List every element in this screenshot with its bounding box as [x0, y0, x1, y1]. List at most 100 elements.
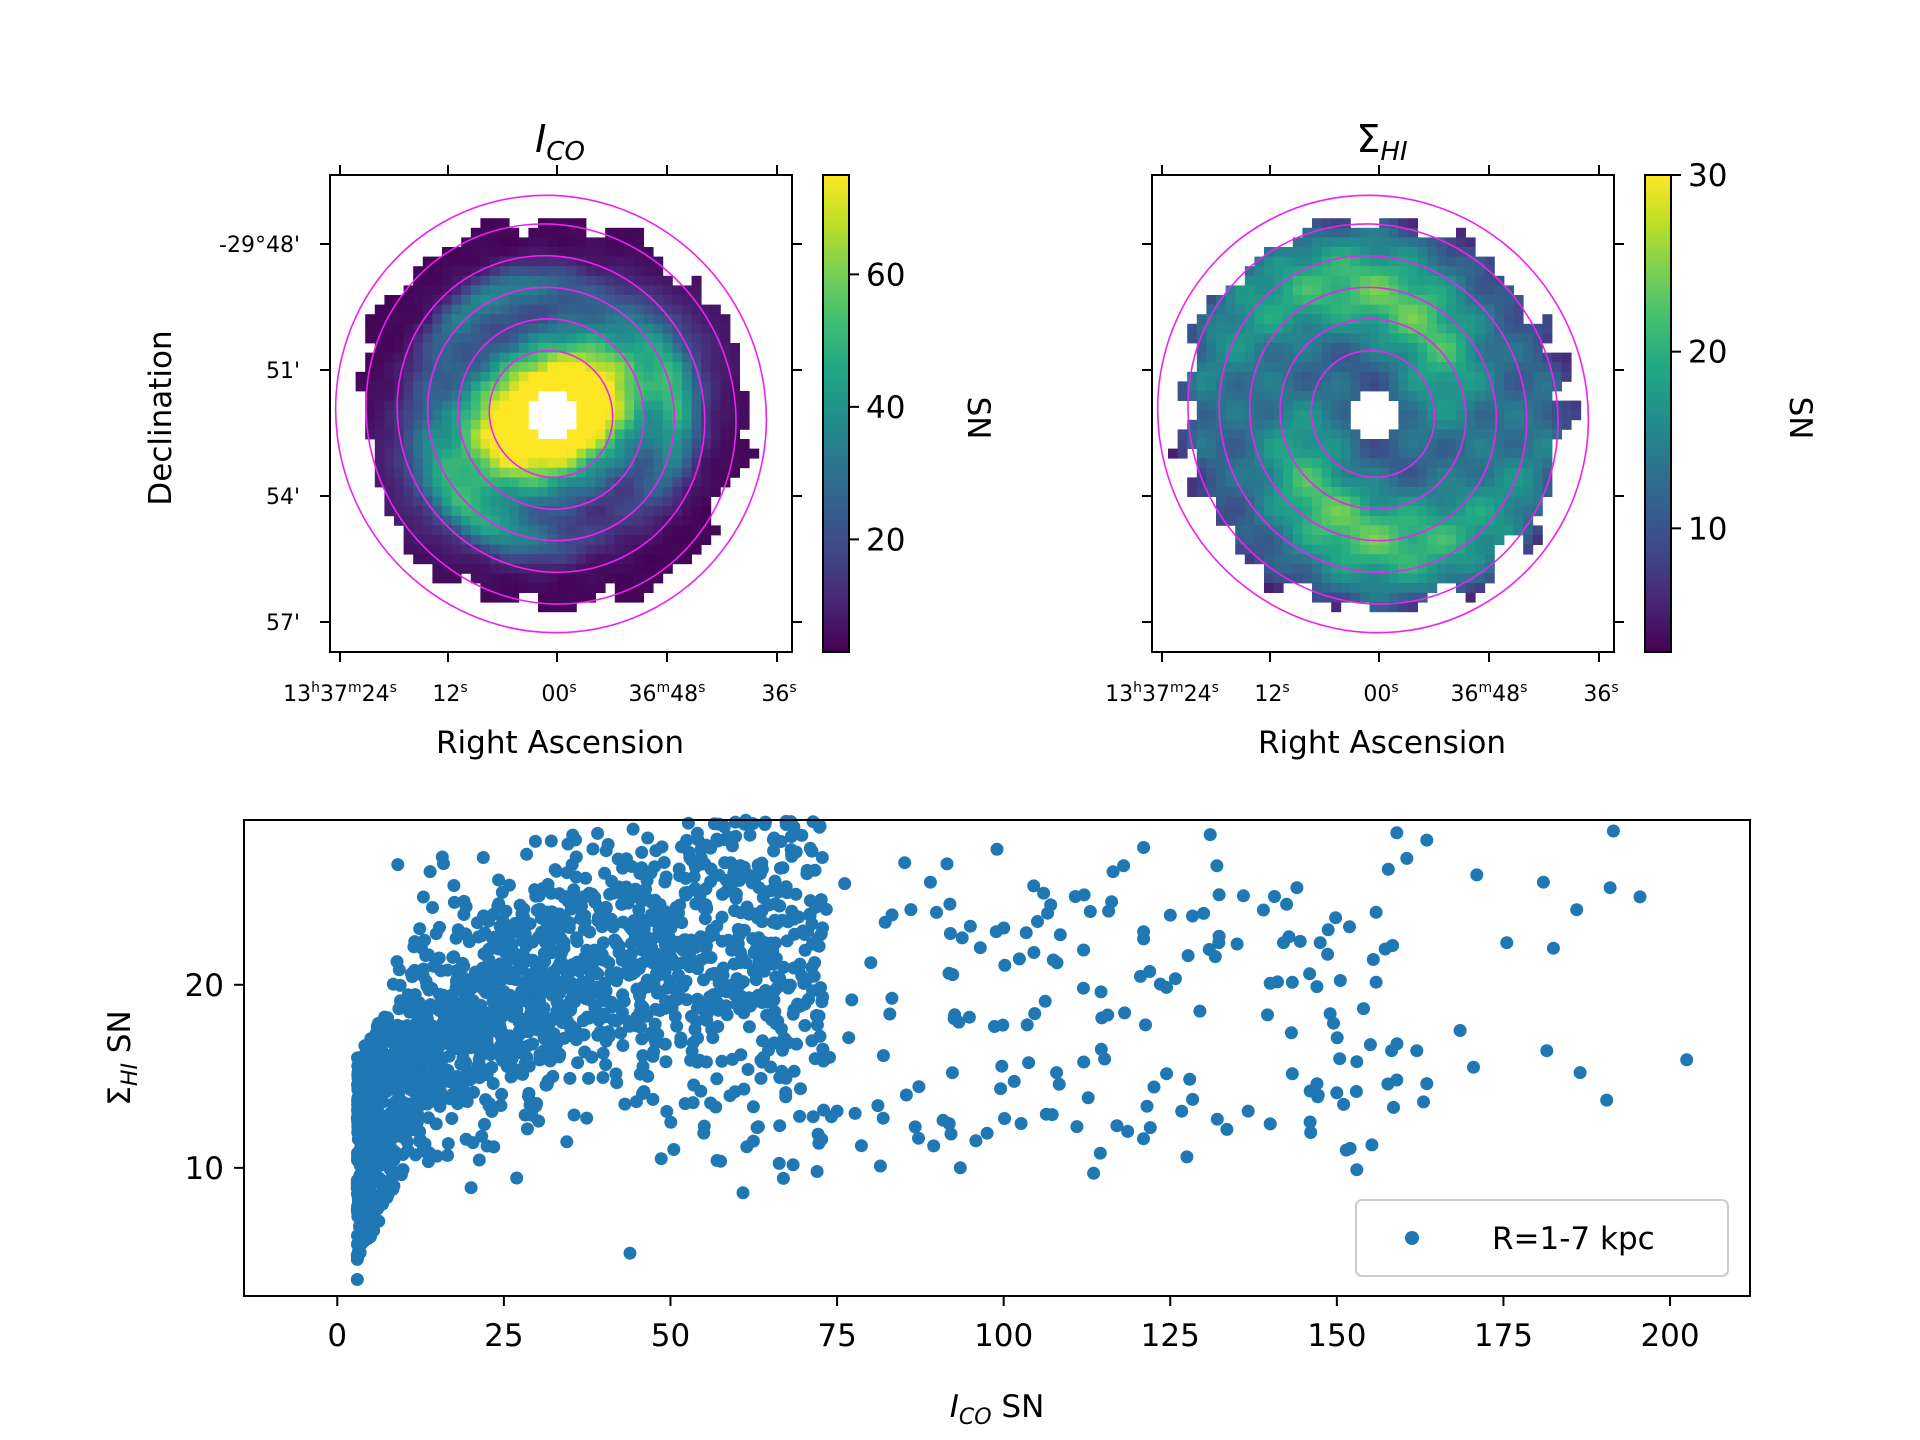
co-pixel-611: [614, 400, 625, 411]
scatter-point-646: [648, 1017, 662, 1031]
co-pixel-114: [653, 266, 664, 277]
scatter-point-1690: [484, 942, 498, 956]
hi-pixel-471: [1283, 371, 1294, 382]
scatter-point-1648: [352, 1155, 366, 1169]
scatter-point-1872: [1045, 1108, 1059, 1122]
hi-pixel-302: [1484, 323, 1495, 334]
hi-pixel-27: [1350, 237, 1361, 248]
hi-pixel-191: [1408, 295, 1418, 305]
hi-pixel-1107: [1494, 535, 1505, 545]
co-pixel-558: [413, 391, 424, 401]
hi-pixel-742: [1398, 439, 1409, 449]
co-pixel-773: [403, 448, 414, 459]
hi-pixel-226: [1427, 304, 1438, 315]
scatter-point-1799: [848, 1106, 862, 1120]
hi-pixel-437: [1340, 362, 1351, 373]
scatter-point-1123: [433, 1099, 447, 1113]
scatter-point-1849: [854, 1139, 868, 1153]
co-pixel-1172: [566, 554, 577, 565]
hi-pixel-1070: [1446, 525, 1457, 536]
co-pixel-902: [518, 477, 529, 488]
co-pixel-1138: [528, 544, 539, 555]
co-pixel-864: [518, 467, 529, 478]
co-pixel-194: [576, 295, 587, 305]
co-pixel-14: [538, 227, 548, 238]
co-pixel-670: [461, 419, 472, 430]
co-pixel-662: [384, 419, 395, 430]
co-pixel-355: [710, 333, 721, 344]
co-pixel-660: [365, 419, 376, 430]
co-pixel-839: [653, 458, 664, 469]
scatter-point-1759: [735, 951, 749, 965]
co-pixel-152: [490, 285, 500, 296]
scatter-point-1858: [878, 915, 892, 929]
co-pixel-609: [595, 400, 606, 411]
co-pixel-76: [538, 256, 548, 267]
hi-pixel-447: [1436, 362, 1447, 373]
hi-pixel-414: [1494, 352, 1505, 363]
hi-pixel-667: [1427, 419, 1438, 430]
co-pixel-771: [384, 448, 395, 459]
hi-pixel-583: [1254, 400, 1265, 411]
co-pixel-1254: [538, 592, 548, 603]
co-pixel-754: [595, 439, 606, 449]
co-pixel-878: [653, 467, 664, 478]
scatter-point-1682: [577, 890, 591, 904]
hi-pixel-876: [1235, 477, 1246, 488]
scatter-point-601: [596, 936, 610, 950]
co-pixel-169: [653, 285, 664, 296]
scatter-point-1619: [787, 1064, 801, 1078]
hi-pixel-306: [1523, 323, 1534, 334]
hi-pixel-105: [1417, 266, 1428, 277]
co-pixel-498: [595, 371, 606, 382]
hi-pixel-456: [1523, 362, 1534, 373]
hi-pixel-290: [1369, 323, 1380, 334]
hi-pixel-1226: [1427, 583, 1438, 593]
scatter-point-1970: [1410, 1044, 1424, 1058]
hi-pixel-221: [1379, 304, 1390, 315]
co-pixel-676: [518, 419, 529, 430]
co-pixel-171: [672, 285, 683, 296]
co-pixel-352: [682, 333, 692, 344]
co-pixel-123: [490, 275, 500, 286]
co-pixel-761: [662, 439, 673, 449]
co-pixel-484: [461, 371, 472, 382]
scatter-point-1185: [417, 962, 431, 976]
co-pixel-1241: [557, 583, 568, 593]
scatter-point-2010: [1083, 905, 1097, 918]
co-pixel-209: [394, 304, 404, 315]
hi-pixel-1217: [1340, 583, 1351, 593]
hi-pixel-1032: [1379, 515, 1390, 526]
hi-pixel-857: [1417, 467, 1428, 478]
scatter-point-1650: [371, 1138, 385, 1152]
hi-pixel-1125: [1379, 544, 1390, 555]
co-pixel-1023: [672, 506, 683, 517]
co-pixel-1077: [566, 525, 577, 536]
hi-pixel-917: [1264, 487, 1274, 497]
hi-pixel-172: [1225, 295, 1236, 305]
co-pixel-564: [470, 391, 481, 401]
scatter-point-1895: [899, 1088, 913, 1102]
hi-pixel-782: [1408, 448, 1418, 459]
scatter-point-1791: [760, 1008, 774, 1022]
co-pixel-1189: [470, 563, 481, 574]
hi-cb-ticks-label-2: 30: [1688, 158, 1727, 194]
hi-pixel-472: [1292, 371, 1303, 382]
scatter-point-1202: [464, 1181, 478, 1195]
co-pixel-458: [595, 362, 606, 373]
co-pixel-420: [605, 352, 616, 363]
co-pixel-226: [557, 304, 568, 315]
co-pixel-870: [576, 467, 587, 478]
hi-pixel-19: [1408, 227, 1418, 238]
hi-pixel-965: [1388, 496, 1399, 507]
hi-pixel-1213: [1273, 583, 1284, 593]
scatter-point-1328: [581, 949, 595, 963]
hi-pixel-237: [1206, 314, 1217, 325]
co-pixel-330: [470, 333, 481, 344]
hi-pixel-798: [1206, 458, 1217, 469]
hi-pixel-137: [1475, 275, 1486, 286]
co-pixel-747: [528, 439, 539, 449]
co-pixel-349: [653, 333, 664, 344]
hi-pixel-160: [1417, 285, 1428, 296]
hi-ring-6: [1187, 223, 1559, 605]
